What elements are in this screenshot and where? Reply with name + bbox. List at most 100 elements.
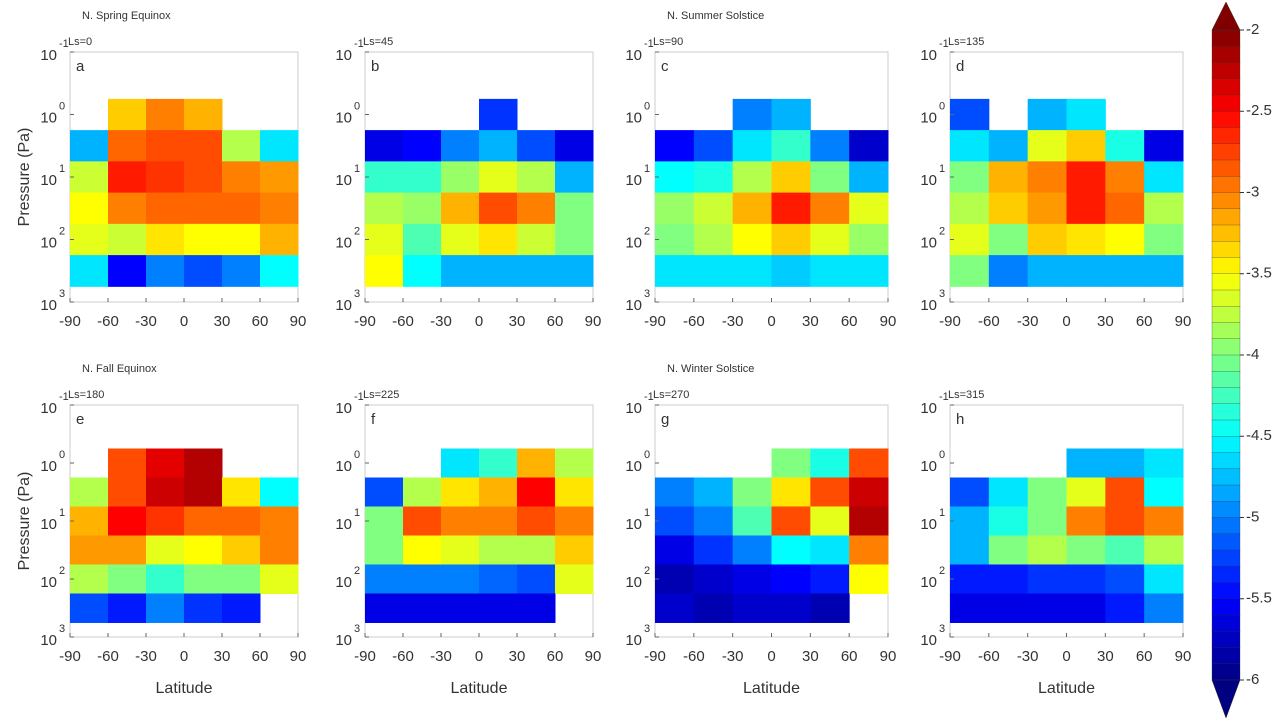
x-tick-label: 30 [214, 648, 231, 665]
y-tick-label: 10 [920, 47, 937, 64]
heat-cell [517, 161, 556, 194]
x-tick-label: 0 [180, 313, 188, 330]
heat-cell [1105, 593, 1145, 623]
y-tick-label: 10 [40, 458, 57, 475]
colorbar-step [1211, 549, 1241, 567]
colorbar-tick-label: -4.5 [1246, 427, 1272, 444]
y-tick-label: 10 [625, 234, 642, 251]
heat-cell [365, 161, 404, 194]
y-tick-label: 10 [625, 574, 642, 591]
y-tick-exponent: 1 [59, 507, 65, 519]
y-tick-exponent: 3 [644, 623, 650, 635]
y-tick-label: 10 [40, 516, 57, 533]
heat-cell [517, 448, 556, 478]
heat-cell [849, 564, 889, 594]
heat-cell [950, 506, 990, 536]
y-tick-label: 10 [625, 400, 642, 417]
x-tick-label: 90 [290, 313, 307, 330]
y-tick-label: 10 [40, 109, 57, 126]
x-tick-label: 0 [475, 648, 483, 665]
heat-cell [732, 98, 772, 131]
heat-cell [988, 564, 1029, 594]
heat-cell [771, 192, 811, 225]
heat-cell [70, 223, 109, 256]
colorbar-step [1211, 62, 1241, 80]
heat-cell [70, 130, 109, 162]
x-tick-label: -60 [978, 313, 1000, 330]
y-tick-exponent: 2 [939, 225, 945, 237]
y-tick-label: 10 [40, 400, 57, 417]
heat-cell [555, 535, 594, 565]
heat-cell [950, 223, 990, 256]
heat-cell [108, 564, 147, 594]
heat-cell [771, 477, 811, 507]
heat-cell [146, 223, 185, 256]
panel-title: N. Fall Equinox [82, 363, 157, 375]
heat-cell [732, 477, 772, 507]
heat-cell [479, 506, 518, 536]
heat-cell [441, 477, 480, 507]
heat-cell [988, 593, 1029, 623]
heat-cell [441, 506, 480, 536]
heat-cell [810, 255, 850, 287]
y-tick-exponent: -1 [354, 391, 364, 403]
heat-cell [441, 130, 480, 162]
heat-cell [441, 192, 480, 225]
x-tick-label: 30 [802, 313, 819, 330]
x-tick-label: 0 [1062, 313, 1070, 330]
y-tick-label: 10 [625, 109, 642, 126]
heat-cell [517, 223, 556, 256]
colorbar-step [1211, 647, 1241, 665]
heat-cell [810, 223, 850, 256]
y-tick-exponent: 2 [644, 565, 650, 577]
y-tick-exponent: 3 [354, 288, 360, 300]
y-tick-exponent: 0 [939, 100, 945, 112]
heat-cell [517, 506, 556, 536]
heat-cell [732, 192, 772, 225]
heat-cell [184, 161, 223, 194]
heat-cell [1105, 192, 1145, 225]
heat-cell [403, 130, 442, 162]
x-tick-label: 30 [509, 313, 526, 330]
colorbar-step [1211, 322, 1241, 340]
colorbar-step [1211, 46, 1241, 64]
colorbar-tick-label: -5.5 [1246, 590, 1272, 607]
x-axis-label: Latitude [743, 680, 800, 697]
heat-cell [555, 192, 594, 225]
heat-cell [108, 535, 147, 565]
heat-cell [1105, 506, 1145, 536]
x-tick-label: 90 [880, 313, 897, 330]
heat-cell [1144, 255, 1184, 287]
colorbar-step [1211, 517, 1241, 535]
heat-cell [693, 130, 734, 162]
heat-cell [184, 564, 223, 594]
heat-cell [655, 255, 695, 287]
colorbar-step [1211, 273, 1241, 291]
heat-cell [1066, 448, 1106, 478]
colorbar-step [1211, 614, 1241, 632]
heat-cell [655, 564, 695, 594]
y-tick-exponent: 3 [59, 288, 65, 300]
heat-cell [441, 161, 480, 194]
heat-cell [365, 506, 404, 536]
y-tick-label: 10 [625, 297, 642, 314]
heat-cell [70, 564, 109, 594]
y-tick-label: 10 [40, 172, 57, 189]
colorbar-tick-label: -3.5 [1246, 265, 1272, 282]
x-tick-label: 0 [1062, 648, 1070, 665]
y-axis-label: Pressure (Pa) [16, 128, 33, 227]
heat-cell [146, 477, 185, 507]
heat-cell [771, 255, 811, 287]
heat-cell [771, 506, 811, 536]
y-tick-label: 10 [625, 458, 642, 475]
heat-cell [1066, 593, 1106, 623]
heat-cell [1027, 477, 1067, 507]
heat-cell [655, 506, 695, 536]
heat-cell [260, 506, 299, 536]
heat-cell [260, 192, 299, 225]
heat-cell [732, 506, 772, 536]
heat-cell [693, 564, 734, 594]
heat-cell [732, 564, 772, 594]
x-tick-label: 90 [290, 648, 307, 665]
heat-cell [403, 564, 442, 594]
